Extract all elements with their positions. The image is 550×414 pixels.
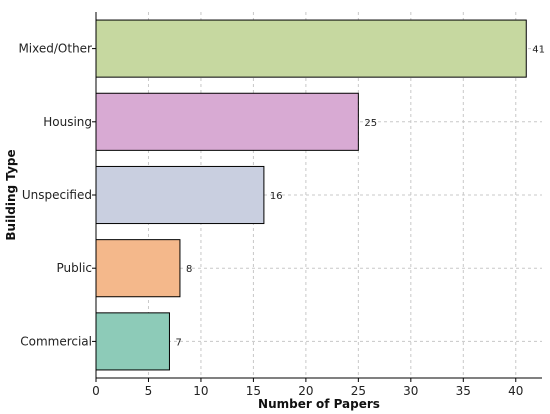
x-tick-label: 20 <box>298 384 313 398</box>
bars <box>95 19 527 371</box>
bar-commercial <box>95 312 170 371</box>
data-label: 16 <box>270 191 283 202</box>
x-tick-label: 30 <box>403 384 418 398</box>
y-axis-ticks: Mixed/Other Housing Unspecified Public Comme… <box>18 42 96 348</box>
x-axis-title: Number of Papers <box>258 397 380 411</box>
y-tick-label: Unspecified <box>22 188 92 202</box>
y-tick-label: Mixed/Other <box>18 42 92 56</box>
bar-housing <box>95 92 359 151</box>
bar-unspecified <box>95 165 265 225</box>
x-axis-ticks: 0 5 10 15 20 25 30 35 40 <box>92 378 523 398</box>
y-tick-label: Housing <box>43 115 92 129</box>
y-tick-label: Public <box>56 261 92 275</box>
x-tick-label: 25 <box>351 384 366 398</box>
data-label: 8 <box>186 264 192 275</box>
x-tick-label: 10 <box>193 384 208 398</box>
bar-public <box>95 239 181 298</box>
x-tick-label: 35 <box>456 384 471 398</box>
y-tick-label: Commercial <box>20 334 92 348</box>
x-tick-label: 40 <box>508 384 523 398</box>
data-label: 41 <box>532 45 545 56</box>
x-tick-label: 15 <box>246 384 261 398</box>
x-tick-label: 5 <box>145 384 153 398</box>
data-label: 7 <box>175 337 181 348</box>
bar-mixed-other <box>95 19 527 78</box>
data-label: 25 <box>364 118 377 129</box>
data-labels: 41 25 16 8 7 <box>175 45 545 349</box>
y-axis-title: Building Type <box>4 149 18 240</box>
x-tick-label: 0 <box>92 384 100 398</box>
